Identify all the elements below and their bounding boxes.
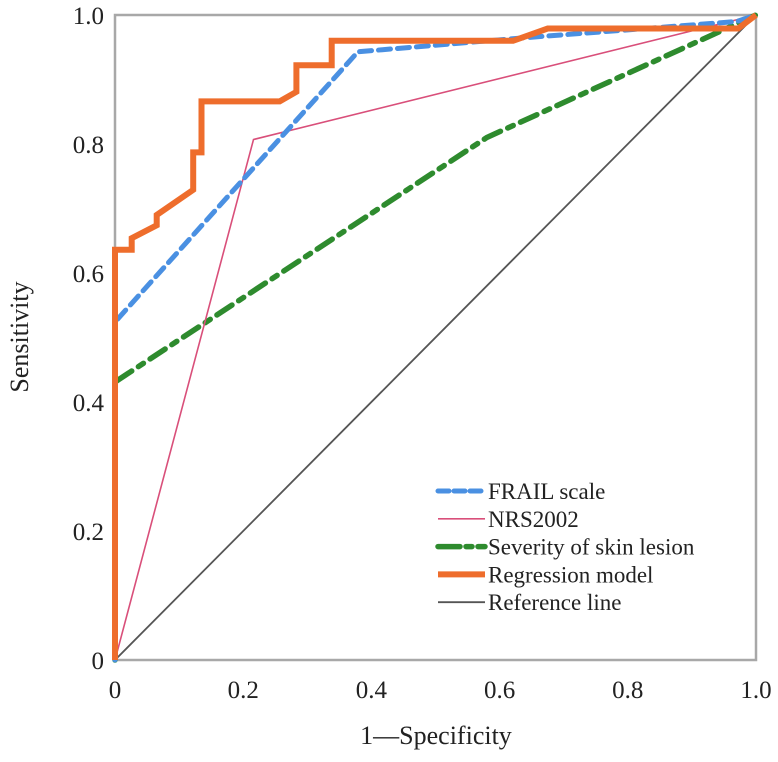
- legend: FRAIL scale NRS2002 Severity of skin lesio…: [435, 479, 695, 615]
- x-tick-label: 0: [109, 677, 122, 704]
- legend-label: FRAIL scale: [488, 479, 605, 504]
- legend-label: Reference line: [488, 590, 621, 615]
- series-line-nrs2002: [114, 14, 757, 661]
- series-line-frail-scale: [112, 12, 759, 663]
- legend-item-regression-model: Regression model: [438, 562, 653, 587]
- legend-item-severity-of-skin-lesion: Severity of skin lesion: [435, 535, 695, 560]
- x-tick-label: 0.4: [356, 677, 388, 704]
- legend-label: Severity of skin lesion: [488, 535, 695, 560]
- legend-item-nrs2002: NRS2002: [438, 507, 579, 532]
- y-axis-title: Sensitivity: [5, 281, 34, 392]
- y-tick-label: 0: [92, 648, 105, 675]
- x-tick-label: 1.0: [740, 677, 771, 704]
- x-tick-label: 0.8: [612, 677, 643, 704]
- x-axis-ticks: 0 0.2 0.4 0.6 0.8 1.0: [109, 677, 772, 704]
- legend-item-reference-line: Reference line: [438, 590, 621, 615]
- x-tick-label: 0.2: [228, 677, 259, 704]
- series-line-regression-model: [112, 12, 758, 660]
- y-tick-label: 0.6: [73, 261, 104, 288]
- legend-label: NRS2002: [488, 507, 579, 532]
- y-tick-label: 0.8: [73, 132, 104, 159]
- y-tick-label: 0.2: [73, 519, 104, 546]
- x-tick-label: 0.6: [484, 677, 515, 704]
- series-layer: [112, 12, 759, 663]
- y-axis-ticks: 0 0.2 0.4 0.6 0.8 1.0: [73, 3, 105, 675]
- legend-item-frail-scale: FRAIL scale: [435, 479, 605, 504]
- legend-label: Regression model: [488, 562, 653, 587]
- y-tick-label: 0.4: [73, 390, 105, 417]
- x-axis-title: 1—Specificity: [360, 721, 512, 750]
- y-tick-label: 1.0: [73, 3, 104, 30]
- series-line-reference-line: [114, 14, 757, 661]
